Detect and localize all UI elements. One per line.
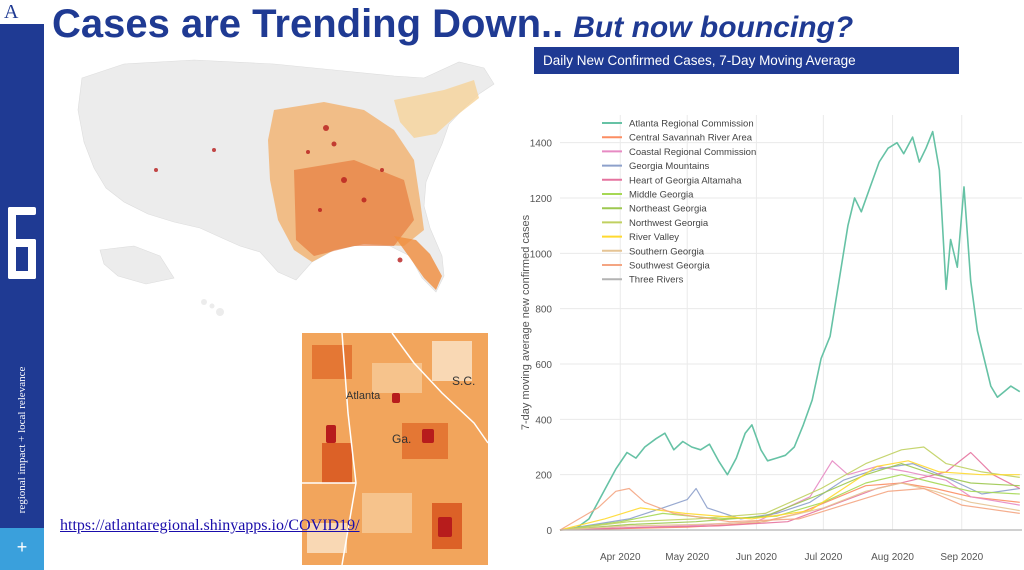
corner-letter: A	[0, 0, 44, 24]
legend-entry: River Valley	[629, 232, 679, 243]
series-line	[559, 482, 1020, 531]
title-subtitle: But now bouncing?	[573, 11, 854, 44]
y-axis-label: 7-day moving average new confirmed cases	[520, 214, 532, 430]
title-main: Cases are Trending Down..	[52, 2, 564, 46]
legend-entry: Northwest Georgia	[629, 218, 709, 229]
series-line	[559, 446, 1020, 531]
legend-entry: Georgia Mountains	[629, 161, 710, 172]
ga-county-patches	[307, 341, 472, 553]
y-tick-label: 0	[546, 526, 552, 537]
florida-region	[394, 236, 442, 290]
ga-map-label-ga: Ga.	[392, 432, 411, 446]
y-tick-label: 800	[535, 305, 552, 316]
ga-map-label-sc: S.C.	[452, 374, 475, 388]
series-line	[559, 487, 1020, 531]
series-line	[559, 460, 1020, 531]
plus-button[interactable]: +	[0, 528, 44, 570]
legend-entry: Coastal Regional Commission	[629, 147, 756, 158]
chart-header: Daily New Confirmed Cases, 7-Day Moving …	[534, 47, 959, 74]
sidebar-tagline: regional impact + local relevance	[16, 366, 28, 514]
ga-map-label-atlanta: Atlanta	[346, 390, 381, 402]
y-tick-label: 1200	[530, 194, 553, 205]
legend-entry: Southern Georgia	[629, 246, 705, 257]
series-line	[559, 482, 1020, 531]
us-county-map	[77, 59, 495, 316]
legend-entry: Middle Georgia	[629, 190, 694, 201]
y-tick-label: 600	[535, 360, 552, 371]
alaska-shape	[99, 245, 175, 285]
legend-entry: Northeast Georgia	[629, 204, 707, 215]
page-title: Cases are Trending Down.. But now bouncin…	[52, 0, 853, 48]
series-line	[559, 130, 1021, 531]
legend-entry: Southwest Georgia	[629, 261, 711, 272]
county-hotspots	[154, 125, 403, 263]
legend-entry: Heart of Georgia Altamaha	[629, 175, 742, 186]
legend-entry: Atlanta Regional Commission	[629, 119, 754, 130]
cases-line-chart: 0 200 400 600 800 1000 1200 1400 Apr 2020 May 202…	[520, 115, 1022, 563]
series-line	[559, 463, 1020, 531]
northeast-region	[394, 80, 479, 138]
arc-logo	[8, 207, 36, 279]
y-tick-label: 200	[535, 471, 552, 482]
legend-entry: Central Savannah River Area	[629, 133, 753, 144]
south-hotspot-region	[294, 160, 414, 256]
x-tick-label: Aug 2020	[871, 552, 914, 563]
x-tick-label: Apr 2020	[600, 552, 641, 563]
x-tick-label: Jun 2020	[736, 552, 778, 563]
ga-state-borders	[302, 333, 488, 565]
x-tick-label: Sep 2020	[940, 552, 983, 563]
ga-county-hotspots	[326, 393, 452, 537]
x-tick-label: May 2020	[665, 552, 709, 563]
sidebar: A regional impact + local relevance +	[0, 0, 44, 570]
x-tick-label: Jul 2020	[804, 552, 842, 563]
y-tick-label: 1000	[530, 249, 553, 260]
hawaii-shape	[201, 299, 224, 316]
y-tick-label: 400	[535, 415, 552, 426]
dashboard-link[interactable]: https://atlantaregional.shinyapps.io/COV…	[60, 517, 360, 534]
georgia-county-map: Atlanta Ga. S.C.	[302, 333, 488, 565]
series-line	[559, 463, 1020, 531]
legend-entry: Three Rivers	[629, 275, 684, 286]
y-tick-label: 1400	[530, 139, 553, 150]
